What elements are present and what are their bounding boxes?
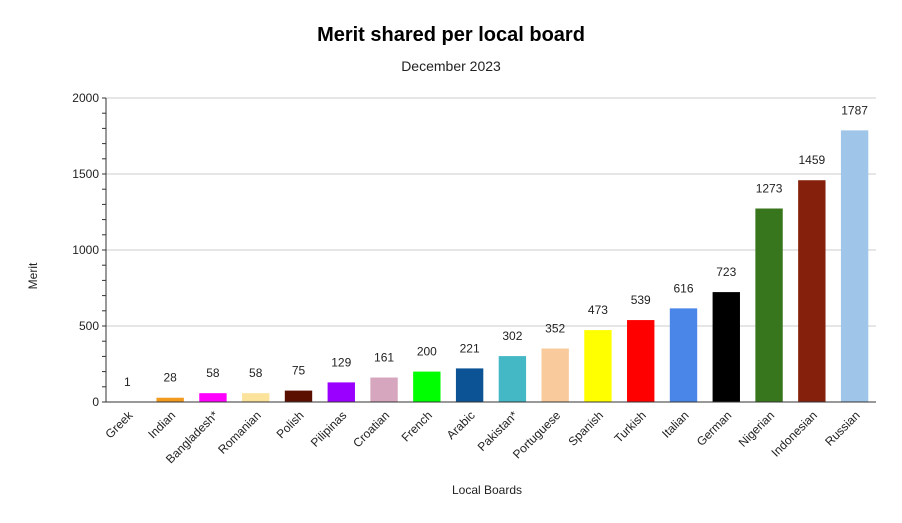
x-tick-label: Arabic — [444, 408, 478, 442]
bar-french — [413, 371, 441, 402]
x-tick-label: Turkish — [611, 408, 648, 445]
bar-croatian — [370, 377, 398, 402]
x-tick-label: Indian — [145, 408, 178, 441]
y-tick-label: 1000 — [72, 243, 99, 257]
data-label: 616 — [673, 281, 693, 295]
bar-romanian — [242, 393, 270, 402]
x-tick-label: French — [399, 408, 435, 444]
bar-pilipinas — [327, 382, 355, 402]
bar-spanish — [584, 330, 612, 402]
data-label: 129 — [331, 355, 351, 369]
bar-polish — [284, 390, 313, 402]
bar-german — [712, 292, 740, 402]
bar-turkish — [627, 320, 655, 402]
y-tick-label: 500 — [79, 319, 99, 333]
data-label: 161 — [374, 351, 394, 365]
bar-nigerian — [755, 208, 783, 402]
x-tick-label: Indonesian — [769, 408, 820, 459]
labels: 05001000150020001Greek28Indian58Banglade… — [72, 91, 868, 466]
data-label: 28 — [163, 371, 177, 385]
y-tick-label: 1500 — [72, 167, 99, 181]
data-label: 352 — [545, 321, 565, 335]
data-label: 1 — [124, 375, 131, 389]
axes — [102, 97, 876, 403]
data-label: 473 — [588, 303, 608, 317]
grid-lines — [106, 97, 876, 327]
x-tick-label: Polish — [274, 408, 307, 441]
x-tick-label: Greek — [102, 408, 136, 442]
data-label: 1273 — [756, 182, 783, 196]
bar-portuguese — [541, 348, 569, 402]
y-axis-title: Merit — [26, 262, 40, 289]
x-tick-label: Croatian — [350, 408, 392, 450]
x-tick-label: Spanish — [565, 408, 606, 449]
data-label: 200 — [417, 345, 437, 359]
x-tick-label: German — [694, 408, 735, 449]
chart-title: Merit shared per local board — [317, 24, 585, 46]
bar-indonesian — [798, 180, 826, 402]
x-axis-title: Local Boards — [452, 483, 522, 497]
x-tick-label: Nigerian — [736, 408, 778, 450]
data-label: 539 — [631, 293, 651, 307]
y-tick-label: 2000 — [72, 91, 99, 105]
x-tick-label: Pilipinas — [308, 408, 350, 450]
data-label: 58 — [206, 366, 220, 380]
y-tick-label: 0 — [92, 395, 99, 409]
data-label: 1459 — [798, 153, 825, 167]
bars — [113, 130, 869, 402]
data-label: 1787 — [841, 103, 868, 117]
bar-indian — [156, 397, 184, 402]
data-label: 221 — [460, 341, 480, 355]
bar-pakistan — [498, 356, 527, 402]
x-tick-label: Russian — [822, 408, 863, 449]
bar-italian — [669, 308, 698, 402]
bar-russian — [840, 130, 869, 402]
bar-bangladesh — [199, 393, 227, 402]
chart-subtitle: December 2023 — [401, 58, 501, 74]
data-label: 723 — [716, 265, 736, 279]
data-label: 75 — [292, 364, 306, 378]
x-tick-label: Italian — [659, 408, 692, 441]
x-tick-label: Romanian — [215, 408, 264, 457]
data-label: 58 — [249, 366, 263, 380]
data-label: 302 — [502, 329, 522, 343]
bar-arabic — [455, 368, 484, 402]
